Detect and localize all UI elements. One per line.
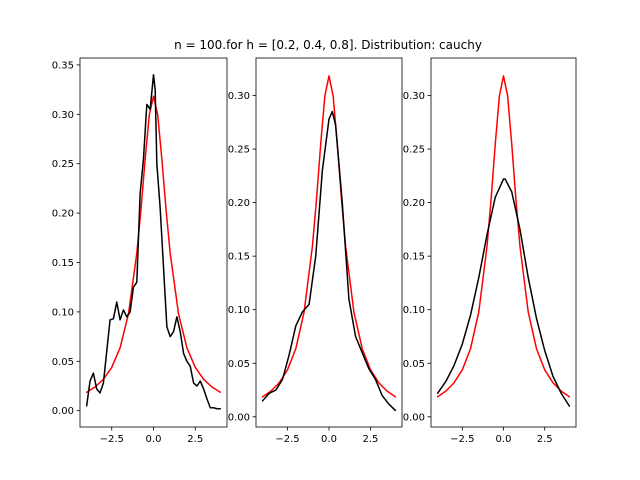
y-tick-label-3-2: 0.10 <box>403 305 425 316</box>
true-density-line-3 <box>436 75 571 398</box>
x-tick-label-2-0: −2.5 <box>275 434 299 445</box>
y-tick-label-1-5: 0.25 <box>52 159 74 170</box>
true-density-line-1 <box>85 95 222 393</box>
y-tick-label-1-3: 0.15 <box>52 258 74 269</box>
x-tick-label-1-0: −2.5 <box>100 434 124 445</box>
y-tick-label-1-0: 0.00 <box>52 406 74 417</box>
subplots: −2.5 0.0 2.5 0.00 0.05 0.10 0.15 0.20 0.25 0.30 0.… <box>52 57 577 445</box>
x-tick-label-1-2: 2.5 <box>187 434 203 445</box>
y-tick-label-2-1: 0.05 <box>228 359 250 370</box>
true-density-line-2 <box>261 75 397 398</box>
subplot-1: −2.5 0.0 2.5 0.00 0.05 0.10 0.15 0.20 0.25 0.30 0.… <box>52 57 228 445</box>
chart-title: n = 100.for h = [0.2, 0.4, 0.8]. Distrib… <box>174 38 482 52</box>
y-tick-label-1-1: 0.05 <box>52 357 74 368</box>
y-tick-label-3-3: 0.15 <box>403 252 425 263</box>
y-tick-label-1-4: 0.20 <box>52 209 74 220</box>
y-tick-label-1-6: 0.30 <box>52 110 74 121</box>
y-tick-label-3-5: 0.25 <box>403 145 425 156</box>
y-tick-label-1-2: 0.10 <box>52 307 74 318</box>
kde-line-2 <box>261 110 397 412</box>
x-tick-label-2-1: 0.0 <box>321 434 337 445</box>
y-tick-label-2-2: 0.10 <box>228 305 250 316</box>
x-tick-label-3-2: 2.5 <box>537 434 553 445</box>
subplot-2: −2.5 0.0 2.5 0.00 0.05 0.10 0.15 0.20 0.25 0.30 <box>228 57 403 445</box>
x-tick-label-1-1: 0.0 <box>146 434 162 445</box>
y-tick-label-3-0: 0.00 <box>403 412 425 423</box>
y-tick-label-3-1: 0.05 <box>403 359 425 370</box>
y-tick-label-1-7: 0.35 <box>52 60 74 71</box>
y-tick-label-2-5: 0.25 <box>228 145 250 156</box>
x-tick-label-3-0: −2.5 <box>450 434 474 445</box>
y-tick-label-3-4: 0.20 <box>403 198 425 209</box>
x-tick-label-2-2: 2.5 <box>363 434 379 445</box>
kde-line-3 <box>436 178 571 407</box>
y-tick-label-2-3: 0.15 <box>228 252 250 263</box>
y-tick-label-2-4: 0.20 <box>228 198 250 209</box>
y-tick-label-3-6: 0.30 <box>403 91 425 102</box>
y-tick-label-2-6: 0.30 <box>228 91 250 102</box>
y-tick-label-2-0: 0.00 <box>228 412 250 423</box>
kde-line-1 <box>85 74 222 410</box>
x-tick-label-3-1: 0.0 <box>496 434 512 445</box>
subplot-3: −2.5 0.0 2.5 0.00 0.05 0.10 0.15 0.20 0.25 0.30 <box>403 57 577 445</box>
